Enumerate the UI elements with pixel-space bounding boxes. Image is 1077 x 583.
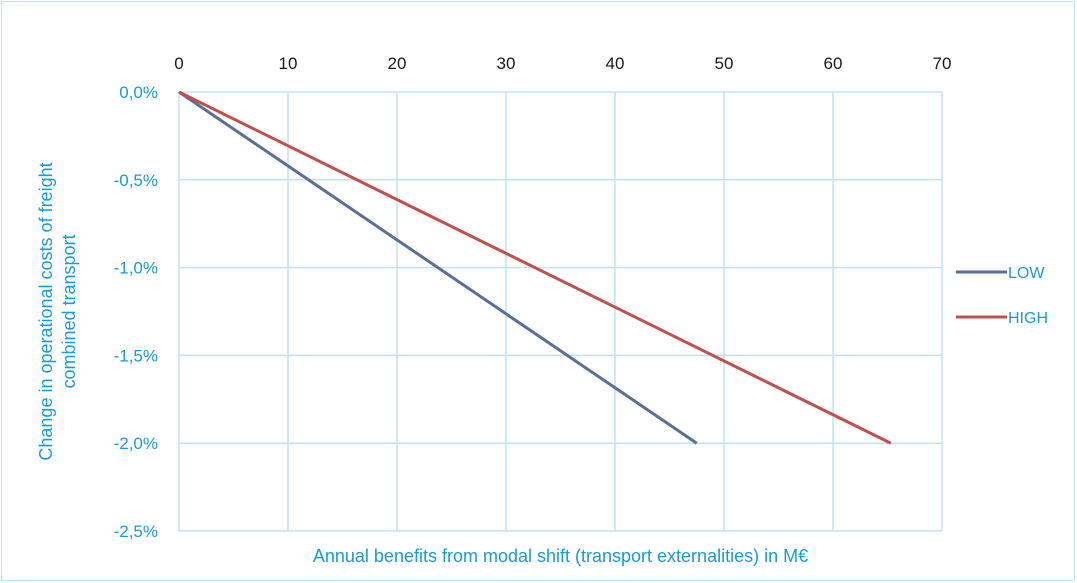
x-tick-label: 70 (933, 54, 952, 73)
x-tick-label: 30 (497, 54, 516, 73)
x-tick-label: 50 (715, 54, 734, 73)
series-lines (178, 90, 892, 445)
y-axis-title-line-1: Change in operational costs of freight (36, 162, 56, 460)
y-axis-ticks: 0,0% -0,5% -1,0% -1,5% -2,0% -2,5% (114, 83, 158, 541)
x-tick-label: 40 (606, 54, 625, 73)
legend-label-high: HIGH (1008, 310, 1048, 327)
gridlines (178, 91, 943, 532)
x-axis-title: Annual benefits from modal shift (transp… (313, 546, 808, 566)
y-axis-title: Change in operational costs of freight c… (36, 162, 79, 460)
x-tick-label: 60 (824, 54, 843, 73)
series-line-high (178, 90, 892, 445)
y-tick-label: -0,5% (114, 171, 158, 190)
y-tick-label: -2,5% (114, 522, 158, 541)
y-tick-label: -2,0% (114, 434, 158, 453)
x-tick-label: 20 (388, 54, 407, 73)
legend-label-low: LOW (1008, 265, 1045, 282)
y-tick-label: -1,0% (114, 259, 158, 278)
y-tick-label: -1,5% (114, 346, 158, 365)
legend: LOW HIGH (956, 265, 1048, 327)
x-tick-label: 10 (279, 54, 298, 73)
x-tick-label: 0 (174, 54, 183, 73)
y-tick-label: 0,0% (119, 83, 158, 102)
series-line-low (178, 90, 698, 445)
y-axis-title-line-2: combined transport (59, 234, 79, 388)
x-axis-ticks: 0 10 20 30 40 50 60 70 (174, 54, 951, 73)
